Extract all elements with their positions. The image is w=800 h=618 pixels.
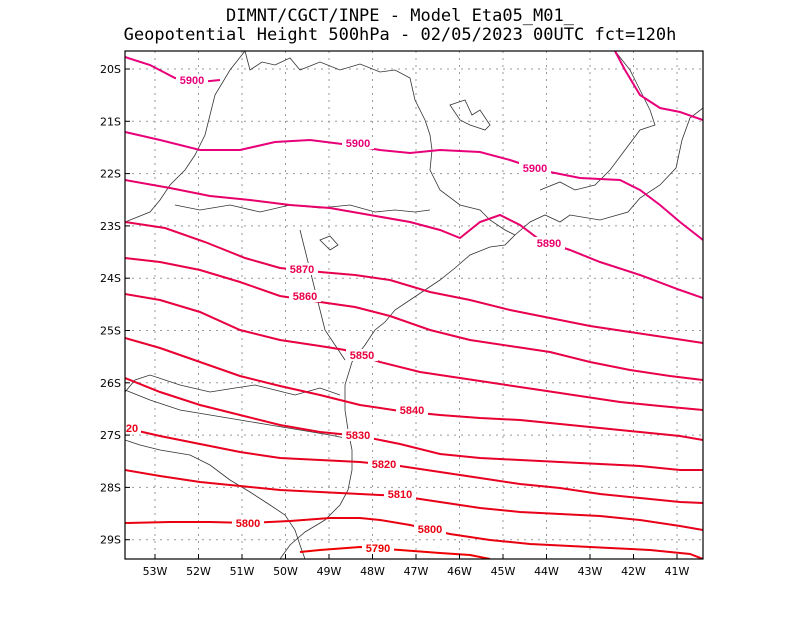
lon-tick-label: 52W — [186, 565, 211, 578]
lat-tick-label: 29S — [100, 534, 121, 547]
contour-5840 — [125, 337, 703, 441]
lon-tick-label: 41W — [665, 565, 690, 578]
contour-label: 5820 — [372, 459, 396, 471]
contour-label-bg — [176, 74, 208, 86]
contour-labels: 5900 5900 5900 5890 5870 5860 5850 5840 5830 5820… — [123, 74, 565, 555]
lon-tick-label: 51W — [230, 565, 255, 578]
lake-outline — [449, 99, 491, 131]
contour-5870 — [125, 221, 703, 344]
contour-label-bg — [346, 349, 378, 361]
contour-label: 5900 — [180, 75, 204, 87]
contour-label: 5900 — [523, 163, 547, 175]
contour-5890 — [125, 179, 703, 299]
lat-tick-label: 23S — [100, 220, 121, 233]
contour-label-bg — [289, 290, 321, 302]
lon-tick-label: 48W — [360, 565, 385, 578]
contour-5900-c — [614, 51, 703, 121]
geopotential-contours — [125, 51, 703, 559]
contour-label: 20 — [126, 423, 138, 435]
contour-5810 — [125, 469, 703, 531]
map-title-line2: Geopotential Height 500hPa - 02/05/2023 … — [123, 25, 677, 45]
contour-label-bg — [368, 458, 400, 470]
lat-tick-label: 25S — [100, 325, 121, 338]
lat-tick-label: 21S — [100, 115, 121, 128]
contour-label: 5900 — [346, 138, 370, 150]
contour-5820 — [125, 427, 703, 504]
lon-tick-label: 50W — [273, 565, 298, 578]
contour-label: 5800 — [236, 518, 260, 530]
state-border-1 — [244, 51, 516, 236]
contour-label-bg — [533, 237, 565, 249]
contour-label-bg — [519, 162, 551, 174]
lon-tick-label: 42W — [621, 565, 646, 578]
graticule-grid — [125, 51, 703, 559]
lat-tick-label: 22S — [100, 168, 121, 181]
contour-label-bg — [362, 542, 394, 554]
lat-tick-label: 24S — [100, 272, 121, 285]
contour-label: 5870 — [290, 264, 314, 276]
contour-5830 — [125, 377, 703, 471]
contour-label: 5850 — [350, 350, 374, 362]
state-border-6 — [125, 374, 341, 396]
lon-tick-label: 49W — [317, 565, 342, 578]
contour-label: 5890 — [537, 238, 561, 250]
coastline — [279, 107, 703, 559]
contour-label-bg — [342, 137, 374, 149]
contour-label-bg — [123, 422, 141, 434]
contour-label: 5800 — [418, 524, 442, 536]
lat-tick-label: 20S — [100, 63, 121, 76]
map-title-line1: DIMNT/CGCT/INPE - Model Eta05_M01_ — [226, 6, 574, 26]
state-border-5 — [125, 389, 346, 439]
longitude-axis: 53W 52W 51W 50W 49W 48W 47W 46W 45W 44W 43W 42W 41W — [143, 554, 690, 578]
lon-tick-label: 47W — [404, 565, 429, 578]
contour-label: 5830 — [346, 430, 370, 442]
contour-label-bg — [414, 523, 446, 535]
contour-label: 5790 — [366, 543, 390, 555]
contour-5790 — [299, 545, 491, 559]
lon-tick-label: 53W — [143, 565, 168, 578]
latitude-axis: 20S 21S 22S 23S 24S 25S 26S 27S 28S 29S — [100, 63, 130, 547]
contour-5900-b — [125, 131, 703, 241]
contour-label-bg — [396, 404, 428, 416]
contour-5860 — [125, 257, 703, 381]
lat-tick-label: 28S — [100, 481, 121, 494]
contour-label: 5840 — [400, 405, 424, 417]
contour-label-bg — [342, 429, 374, 441]
lon-tick-label: 44W — [534, 565, 559, 578]
lon-tick-label: 46W — [447, 565, 472, 578]
contour-label-bg — [286, 263, 318, 275]
state-border-8 — [539, 51, 656, 191]
map-frame — [124, 50, 704, 560]
contour-label-bg — [232, 517, 264, 529]
contour-label-bg — [384, 488, 416, 500]
state-border-2 — [125, 51, 246, 223]
contour-5850 — [125, 293, 703, 411]
lat-tick-label: 26S — [100, 377, 121, 390]
contour-label: 5810 — [388, 489, 412, 501]
contour-label: 5860 — [293, 291, 317, 303]
lake-outline-2 — [319, 235, 339, 251]
lon-tick-label: 43W — [578, 565, 603, 578]
lon-tick-label: 45W — [491, 565, 516, 578]
lat-tick-label: 27S — [100, 429, 121, 442]
